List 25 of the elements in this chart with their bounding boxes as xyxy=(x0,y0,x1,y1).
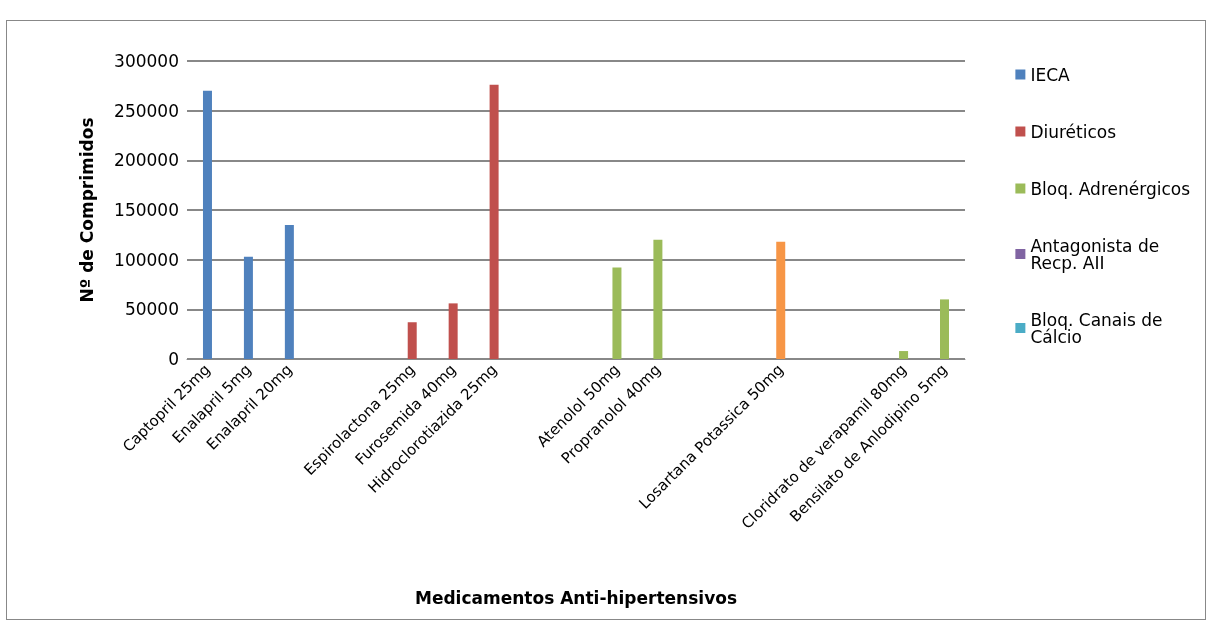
bar xyxy=(653,239,663,359)
bar xyxy=(899,351,909,359)
y-tick-label: 200000 xyxy=(114,150,179,171)
y-tick-label: 150000 xyxy=(114,200,179,220)
y-tick-label: 250000 xyxy=(114,100,179,121)
y-tick-label: 300000 xyxy=(114,51,179,71)
y-tick-label: 100000 xyxy=(114,249,179,270)
y-tick-label: 50000 xyxy=(124,299,179,320)
legend-label: Bloq. Adrenérgicos xyxy=(1030,178,1191,199)
bar xyxy=(243,256,253,359)
x-axis-title: Medicamentos Anti-hipertensivos xyxy=(414,587,738,608)
bar xyxy=(776,241,786,359)
bar xyxy=(448,303,458,359)
legend-label: Bloq. Canais de Cálcio xyxy=(1030,309,1168,347)
bar xyxy=(284,224,294,359)
legend-label: Antagonista de Recp. AII xyxy=(1030,235,1165,273)
bar xyxy=(202,90,212,359)
bar xyxy=(407,322,417,359)
y-axis-title: Nº de Comprimidos xyxy=(76,117,97,303)
legend-label: Diuréticos xyxy=(1030,121,1117,142)
bar xyxy=(940,299,950,359)
bar xyxy=(489,84,499,359)
y-tick-label: 0 xyxy=(168,349,179,369)
bar xyxy=(612,267,622,359)
legend-label: IECA xyxy=(1030,64,1070,85)
